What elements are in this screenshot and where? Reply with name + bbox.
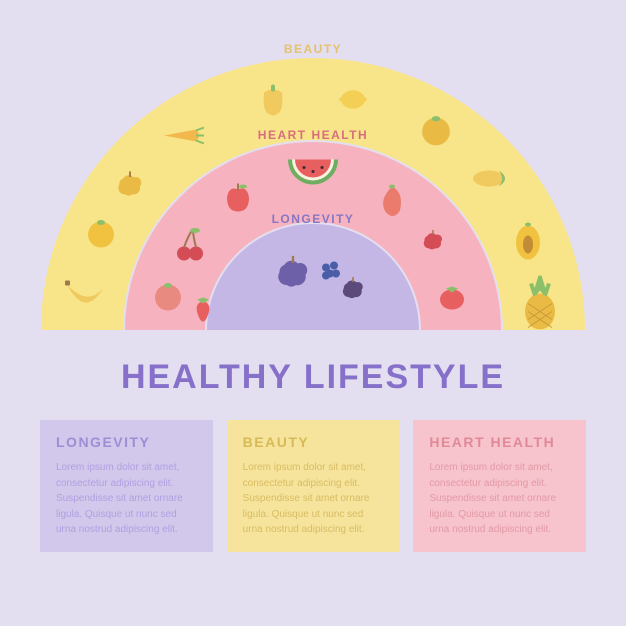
- card-beauty: BEAUTY Lorem ipsum dolor sit amet, consec…: [227, 420, 400, 552]
- food-cherries-icon: [175, 228, 205, 267]
- card-body-beauty: Lorem ipsum dolor sit amet, consectetur …: [243, 460, 384, 538]
- food-watermelon-icon: [286, 158, 340, 195]
- food-tomato-icon: [438, 285, 466, 316]
- food-mango-icon: [378, 182, 406, 223]
- food-apple-icon: [223, 182, 253, 219]
- food-strawberry-icon: [192, 295, 214, 326]
- food-banana-icon: [63, 278, 107, 317]
- food-melon-icon: [418, 115, 454, 152]
- food-pineapple-icon: [521, 276, 559, 337]
- card-title-longevity: LONGEVITY: [56, 434, 197, 450]
- food-corn-icon: [471, 167, 511, 194]
- food-papaya-icon: [514, 221, 542, 266]
- food-blackberries-icon: [340, 276, 366, 307]
- food-lemon-icon: [339, 87, 367, 116]
- card-title-beauty: BEAUTY: [243, 434, 384, 450]
- food-peach-icon: [153, 282, 183, 317]
- card-longevity: LONGEVITY Lorem ipsum dolor sit amet, con…: [40, 420, 213, 552]
- card-title-heart-health: HEART HEALTH: [429, 434, 570, 450]
- food-blueberries-icon: [320, 260, 340, 285]
- food-orange-icon: [86, 218, 116, 253]
- food-grapes-purple-icon: [275, 254, 311, 297]
- food-raspberry-icon: [421, 229, 445, 258]
- card-body-heart-health: Lorem ipsum dolor sit amet, consectetur …: [429, 460, 570, 538]
- card-heart-health: HEART HEALTH Lorem ipsum dolor sit amet, …: [413, 420, 586, 552]
- arc-label-beauty: BEAUTY: [284, 42, 342, 56]
- arc-longevity: [207, 224, 419, 330]
- food-pepper-icon: [258, 82, 288, 121]
- arc-label-longevity: LONGEVITY: [272, 212, 355, 226]
- arc-label-heart-health: HEART HEALTH: [258, 128, 368, 142]
- cards-row: LONGEVITY Lorem ipsum dolor sit amet, con…: [0, 420, 626, 552]
- food-carrot-icon: [162, 125, 204, 150]
- main-title: HEALTHY LIFESTYLE: [121, 358, 505, 397]
- card-body-longevity: Lorem ipsum dolor sit amet, consectetur …: [56, 460, 197, 538]
- food-grapes-icon: [113, 170, 147, 205]
- infographic-canvas: BEAUTY HEART HEALTH LONGEVITY HEALTHY LIFES…: [0, 0, 626, 626]
